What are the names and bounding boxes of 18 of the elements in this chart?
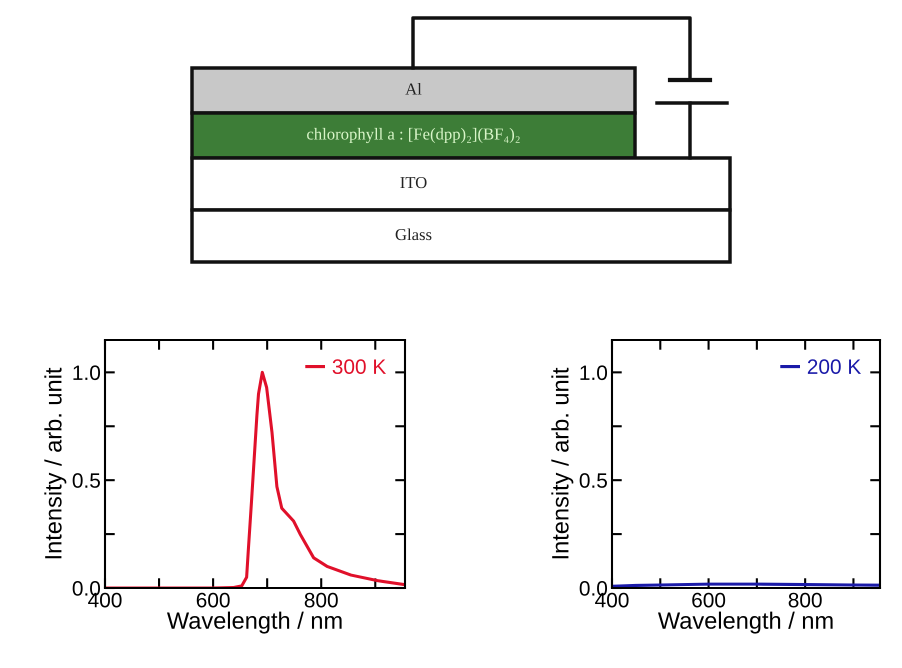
y-tick-label: 1.0 (73, 365, 100, 380)
legend-label: 300 K (332, 359, 386, 374)
y-axis-title: Intensity / arb. unit (551, 368, 574, 558)
text: ITO (400, 176, 427, 188)
x-tick-label: 800 (304, 592, 338, 608)
y-axis-title: Intensity / arb. unit (44, 368, 66, 558)
x-axis-title: Wavelength / nm (166, 612, 342, 634)
x-axis-title: Wavelength / nm (658, 612, 833, 634)
text: Al (405, 82, 422, 95)
y-tick-label: 0.5 (580, 473, 607, 488)
x-tick-label: 600 (692, 592, 726, 608)
text: Glass (396, 228, 432, 240)
x-tick-label: 600 (196, 592, 230, 608)
y-tick-label: 0.5 (72, 473, 100, 488)
legend-label: 200 K (808, 359, 862, 374)
x-tick-label: 800 (788, 592, 822, 608)
text: chlorophyll a : [Fe(dpp)₂](BF₄)₂ (307, 128, 520, 144)
y-tick-label: 1.0 (580, 365, 608, 380)
